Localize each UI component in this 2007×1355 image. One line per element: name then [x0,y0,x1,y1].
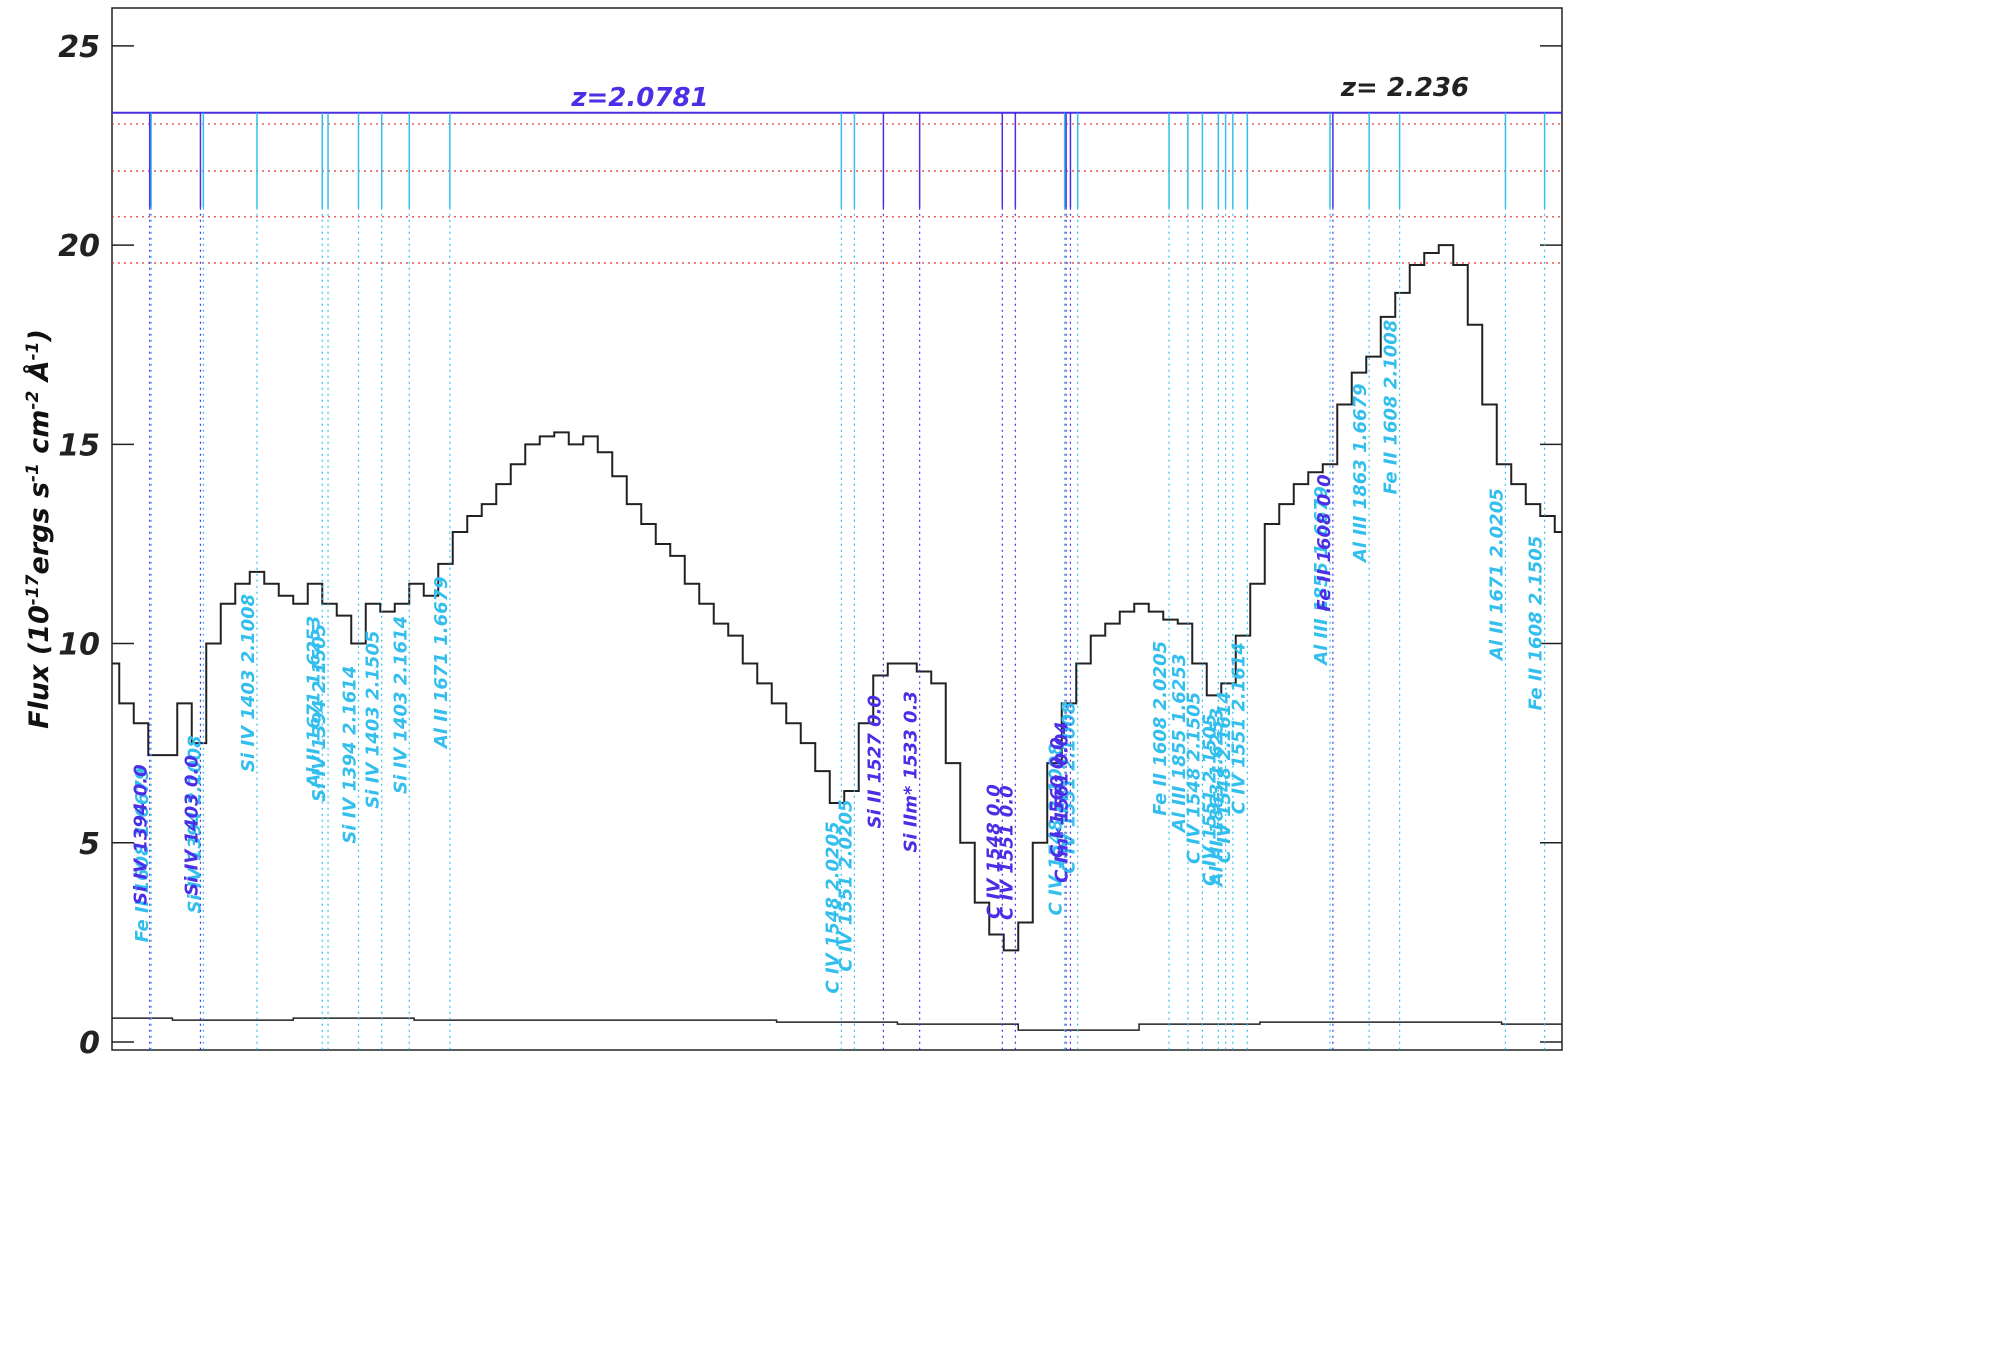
line-id-label: Si IV 1403 2.1505 [363,630,384,808]
y-tick-label: 10 [58,628,100,663]
line-id-label: C IV 1551 2.0205 [835,799,856,971]
line-id-label: C IV 1548 2.1614 [1214,691,1235,863]
line-id-label: C I 1560 0.0 [1047,737,1068,858]
y-label-sup: -2 [23,391,43,410]
line-id-label: Si IIm* 1533 0.3 [901,691,922,852]
redshift-label: z=2.0781 [570,83,708,113]
line-id-label: Si IV 1394 0.0 [131,764,152,905]
spectrum-line [112,244,1562,952]
line-id-label: Fe II 1608 2.0205 [1150,641,1171,816]
line-id-label: Si IV 1394 2.1614 [340,666,361,844]
line-id-label: C IV 1548 0.0 [983,784,1004,919]
line-id-label: C IV 1551 2.1614 [1228,642,1249,814]
y-label-part: cm [24,410,55,464]
line-id-label: Fe II 1608 2.1008 [1381,320,1402,495]
line-id-label: Al III 1855 1.6253 [1169,654,1190,835]
line-id-label: Fe II 1608 2.1505 [1526,536,1547,711]
line-id-label: Si IV 1403 2.1614 [390,616,411,794]
line-id-label: C IV 1551 2.1505 [1199,714,1220,886]
line-id-label: Al II 1671 2.0205 [1486,488,1507,662]
line-id-label: C IV 1548 2.0205 [822,821,843,993]
spectrum-line [112,1017,1562,1031]
line-id-label: Si IV 1394 2.1505 [309,624,330,802]
line-id-label: Al II 1671 1.6253 [303,616,324,790]
line-id-label: C IV 1551 2.1008 [1059,701,1080,873]
line-id-label: Si IV 1403 2.1008 [238,594,259,772]
y-tick-label: 25 [58,30,100,65]
line-id-label: Si II 1527 0.0 [864,695,885,828]
line-id-label: Al III 1855 1.6679 [1311,486,1332,667]
plot-frame [111,7,1563,1051]
y-tick-label: 15 [58,428,100,463]
y-label-sup: -17 [23,574,43,605]
y-label-sup: -1 [23,463,43,482]
line-id-label: C IV 1548 2.1008 [1046,743,1067,915]
y-tick-label: 20 [58,229,100,264]
line-id-label: Al II 1671 1.6679 [431,576,452,750]
redshift-label: z= 2.236 [1340,73,1469,103]
line-id-label: C IV 1551 0.0 [996,785,1017,920]
y-label-sup: -1 [23,341,43,360]
y-label-part: Å [23,360,55,390]
line-id-label: Si IV 1403 0.0 [181,755,202,896]
line-id-label: Fe II 1608 1.6679 [132,768,153,943]
line-id-label: C Im* 1561 0.04 [1051,721,1072,882]
y-label-part: Flux (10 [24,605,55,729]
y-label-part: ergs s [24,482,55,575]
y-tick-label: 5 [79,827,100,862]
line-id-label: C IV 1548 2.1505 [1183,692,1204,864]
line-id-label: Fe II 1608 0.0 [1314,474,1335,611]
line-id-label: Al III 1863 1.6253 [1207,708,1228,889]
y-axis-label: Flux (10-17ergs s-1 cm-2 Å-1) [23,329,55,729]
y-tick-label: 0 [79,1026,100,1061]
line-id-label: Al III 1863 1.6679 [1350,383,1371,564]
y-label-part: ) [24,329,55,342]
